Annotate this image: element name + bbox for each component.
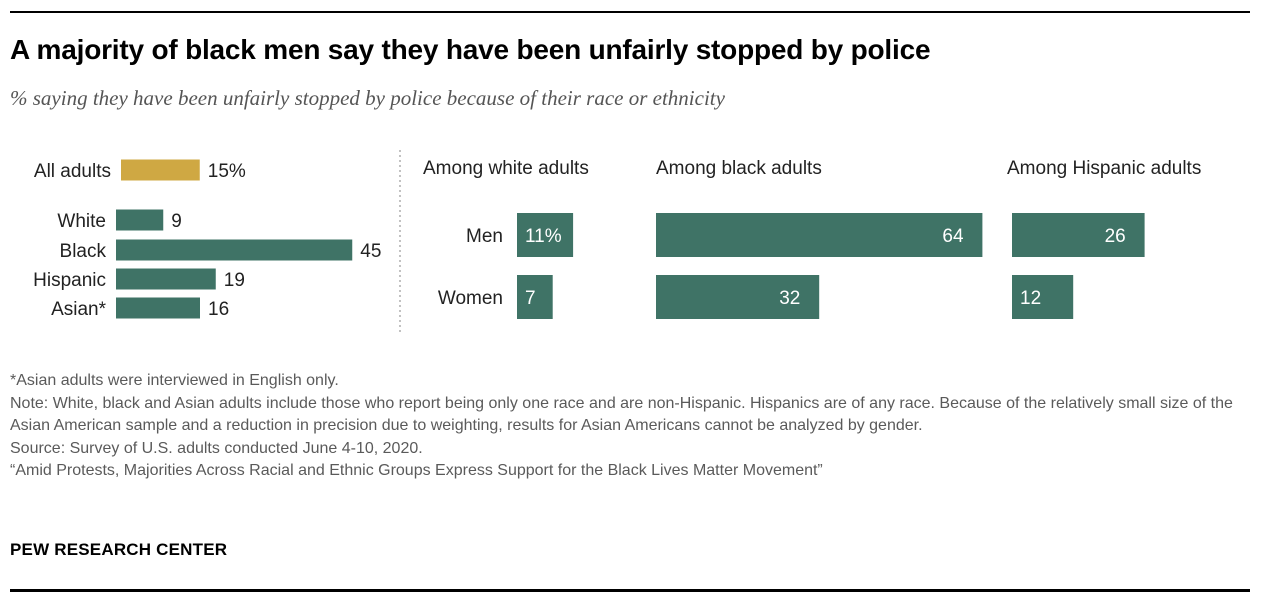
panel-title-among-black-adults: Among black adults — [656, 158, 822, 179]
panel-title-among-white-adults: Among white adults — [423, 158, 589, 179]
category-label-black: Black — [60, 241, 107, 262]
bar-hispanic — [116, 268, 216, 290]
value-label-among-white-adults-women: 7 — [525, 288, 536, 309]
bar-among-black-adults-women — [656, 275, 820, 319]
value-label-among-white-adults-men: 11% — [525, 226, 562, 247]
gender-panels: Among white adults 11% 7 Among black adults… — [423, 158, 1201, 319]
bar-among-white-adults-women — [517, 275, 553, 319]
value-label-among-hispanic-adults-men: 26 — [1105, 226, 1126, 247]
bar-among-black-adults-men — [656, 213, 983, 257]
notes-block: *Asian adults were interviewed in Englis… — [10, 370, 1255, 483]
value-label-among-black-adults-women: 32 — [779, 288, 800, 309]
bar-asian — [116, 297, 200, 319]
source-note: Source: Survey of U.S. adults conducted … — [10, 439, 423, 457]
bar-among-hispanic-adults-women — [1012, 275, 1074, 319]
bar-white — [116, 209, 164, 231]
value-label-asian: 16 — [208, 299, 229, 320]
category-label-white: White — [57, 211, 106, 232]
bar-all-adults — [121, 159, 200, 181]
methodology-note: Note: White, black and Asian adults incl… — [10, 394, 1233, 435]
panel-title-among-hispanic-adults: Among Hispanic adults — [1007, 158, 1201, 179]
value-label-white: 9 — [171, 211, 182, 232]
category-label-asian: Asian* — [51, 299, 107, 320]
chart-title: A majority of black men say they have be… — [10, 34, 931, 65]
row-label-women: Women — [438, 288, 503, 309]
report-title: “Amid Protests, Majorities Across Racial… — [10, 462, 823, 479]
row-label-men: Men — [466, 226, 503, 247]
value-label-among-hispanic-adults-women: 12 — [1020, 288, 1041, 309]
bar-among-hispanic-adults-men — [1012, 213, 1145, 257]
value-label-black: 45 — [360, 241, 381, 262]
chart-area: All adults 15% White 9 Black 45 Hispanic 19 Asia… — [33, 150, 1201, 332]
asterisk-note: *Asian adults were interviewed in Englis… — [10, 372, 339, 389]
category-label-hispanic: Hispanic — [33, 270, 106, 291]
brand-logo-text: PEW RESEARCH CENTER — [10, 540, 228, 559]
chart-subtitle: % saying they have been unfairly stopped… — [10, 86, 725, 110]
bottom-rule — [10, 589, 1250, 592]
bar-black — [116, 239, 353, 261]
bar-among-white-adults-men — [517, 213, 574, 257]
category-label-all-adults: All adults — [34, 161, 111, 182]
value-label-hispanic: 19 — [224, 270, 245, 291]
overall-race-panel: All adults 15% White 9 Black 45 Hispanic 19 Asia… — [33, 159, 381, 320]
top-rule — [10, 11, 1250, 13]
value-label-among-black-adults-men: 64 — [942, 226, 964, 247]
value-label-all-adults: 15% — [208, 161, 246, 182]
